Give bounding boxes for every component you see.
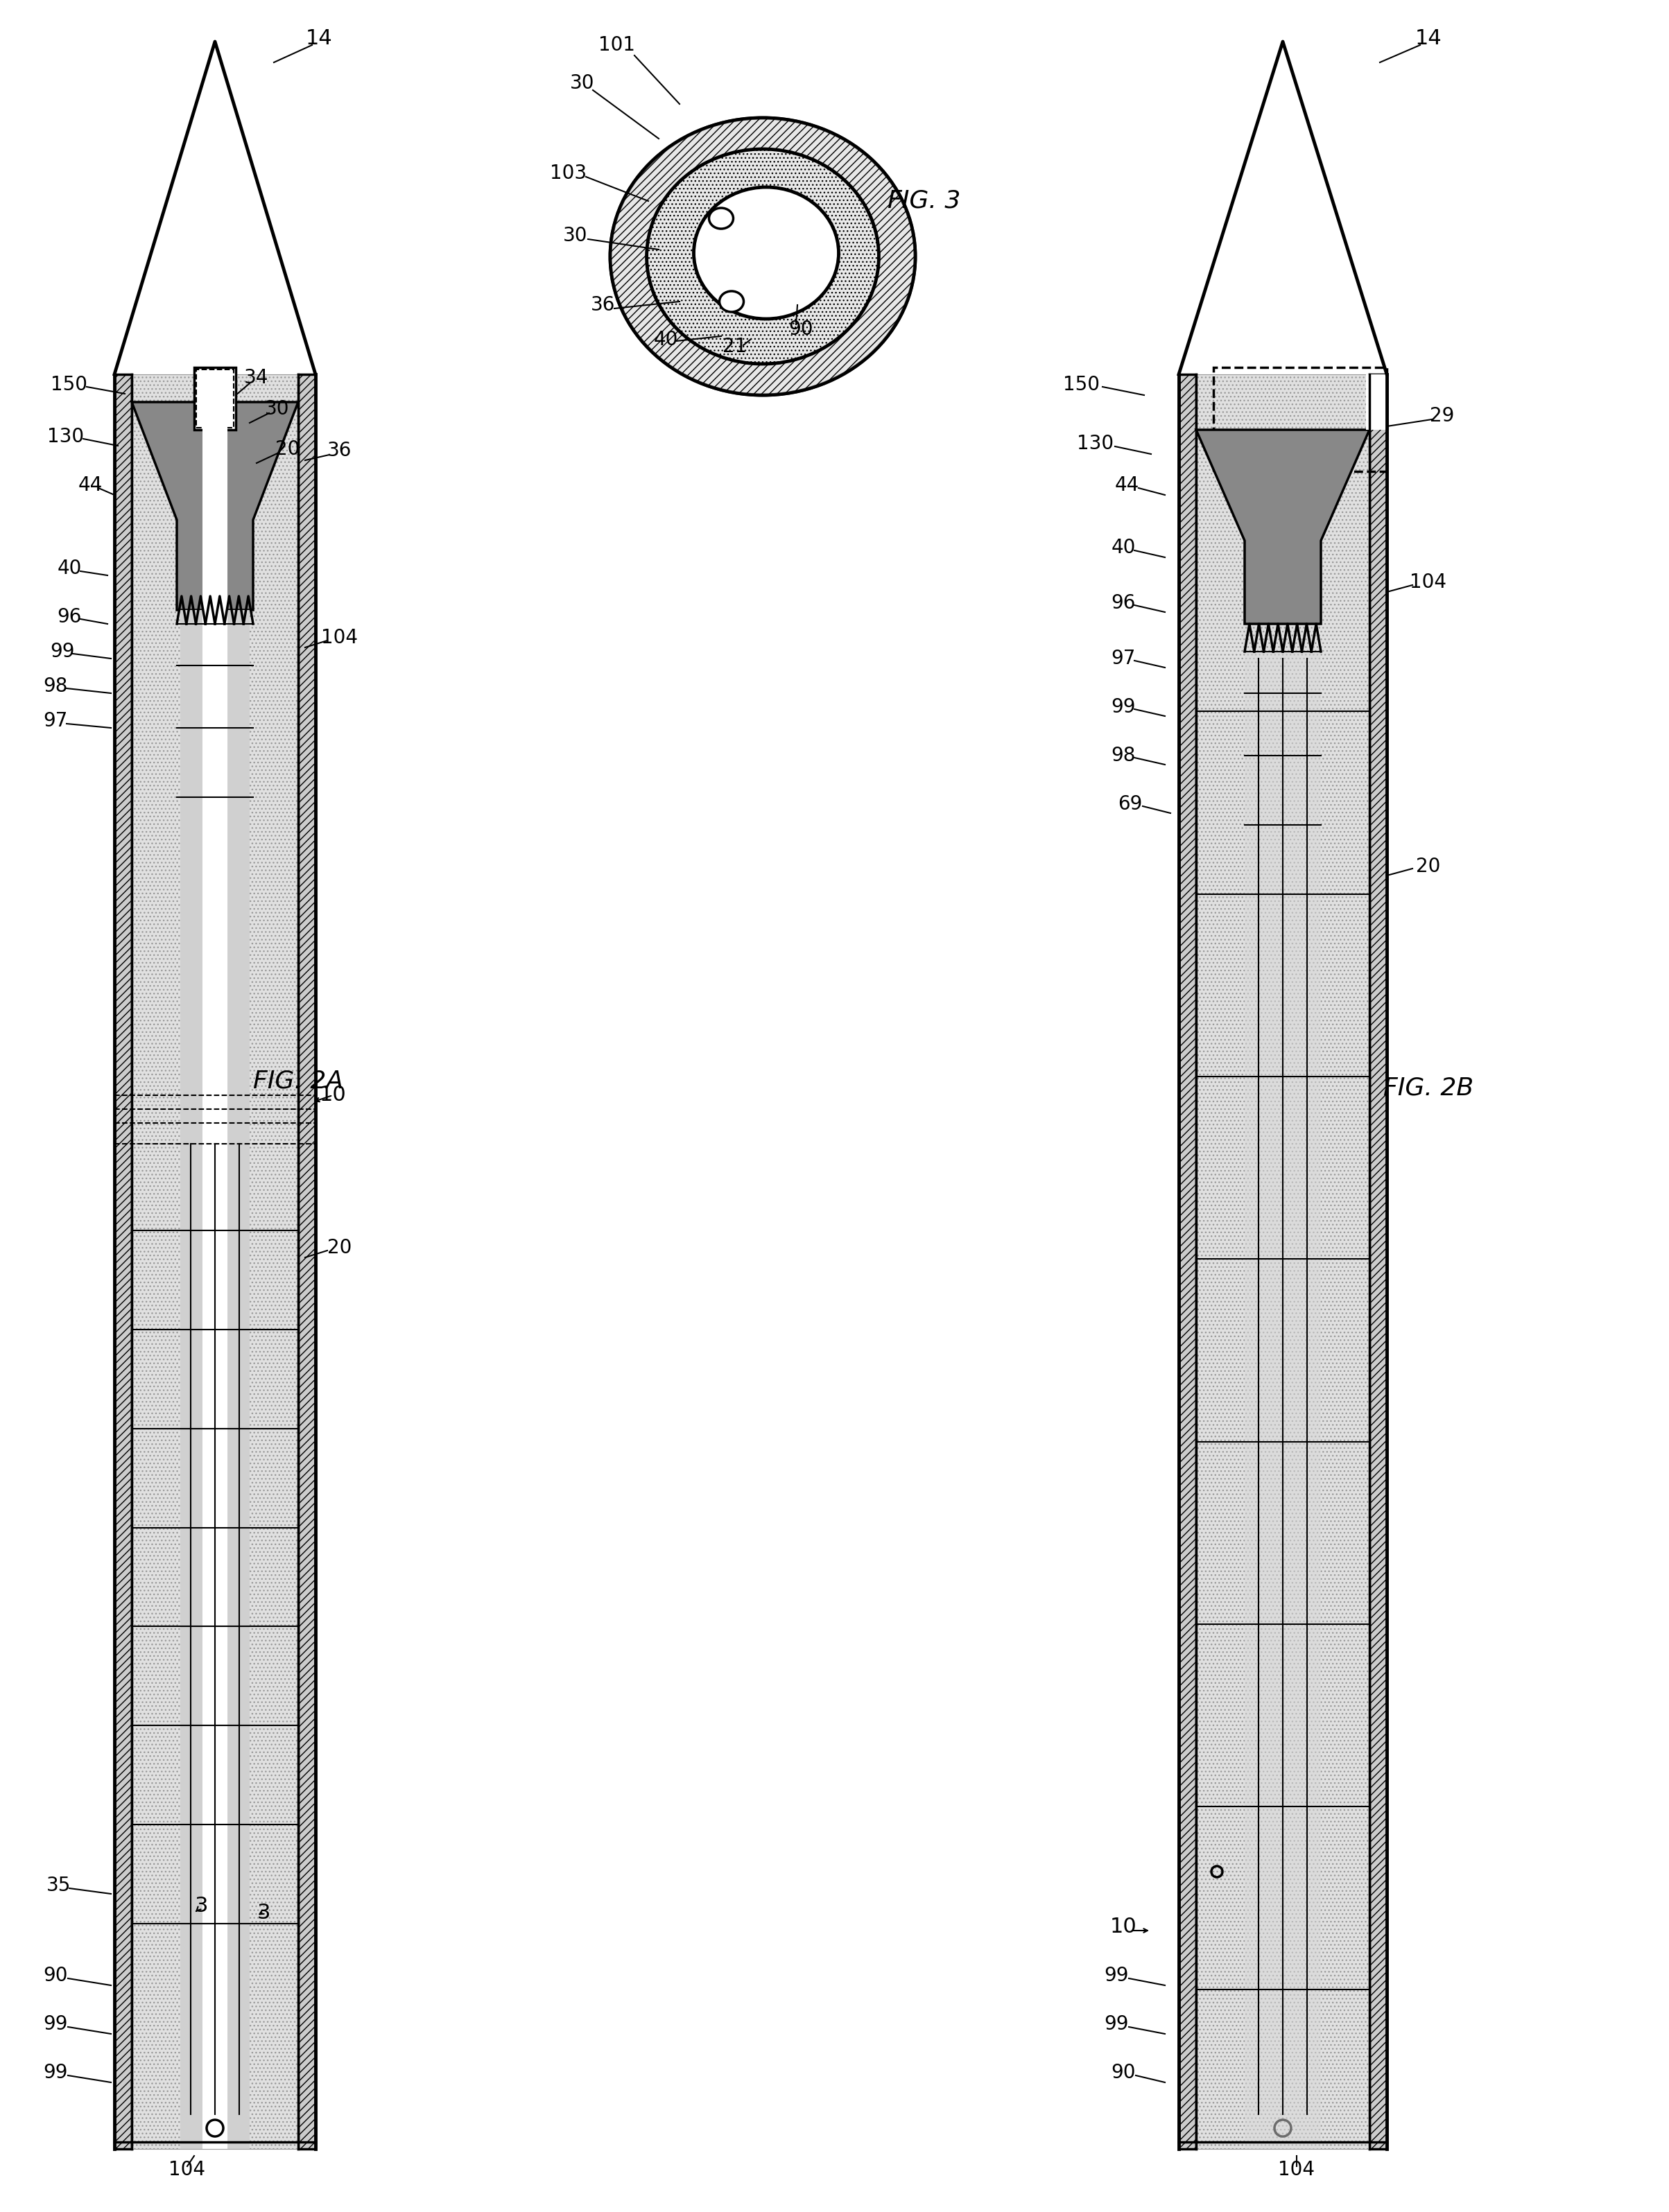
Text: 103: 103 — [551, 164, 587, 184]
Text: 20: 20 — [327, 1239, 352, 1256]
Text: 96: 96 — [1112, 593, 1135, 613]
Bar — [132, 374, 299, 2148]
Bar — [1197, 374, 1370, 2148]
Text: FIG. 3: FIG. 3 — [888, 190, 961, 212]
Bar — [115, 374, 132, 2148]
Bar — [202, 374, 227, 2148]
Text: 40: 40 — [1112, 538, 1135, 557]
Text: 3: 3 — [194, 1896, 209, 1916]
Bar — [1213, 367, 1387, 471]
Ellipse shape — [611, 117, 915, 396]
Text: 44: 44 — [78, 476, 102, 495]
Text: 35: 35 — [47, 1876, 72, 1896]
Text: 99: 99 — [50, 641, 75, 661]
Bar — [1245, 653, 1320, 2148]
Text: 150: 150 — [1063, 376, 1100, 394]
Bar — [115, 374, 132, 2148]
Text: 29: 29 — [1430, 407, 1454, 425]
Text: 150: 150 — [52, 376, 88, 394]
Text: 10: 10 — [1110, 1918, 1137, 1938]
Text: 21: 21 — [723, 336, 748, 356]
Ellipse shape — [646, 148, 880, 365]
Text: 99: 99 — [1105, 1966, 1128, 1986]
Text: 20: 20 — [1415, 856, 1440, 876]
Bar — [1197, 374, 1370, 2148]
Polygon shape — [132, 403, 299, 611]
Bar — [299, 374, 315, 2148]
Bar — [1365, 374, 1387, 429]
Ellipse shape — [719, 292, 744, 312]
Text: 104: 104 — [322, 628, 359, 648]
Bar — [194, 367, 235, 429]
Bar — [1370, 374, 1387, 2148]
Text: 98: 98 — [43, 677, 68, 697]
Bar — [197, 369, 234, 427]
Text: 99: 99 — [1105, 2015, 1128, 2033]
Polygon shape — [1197, 429, 1370, 624]
Text: 34: 34 — [244, 367, 269, 387]
Bar — [132, 374, 299, 2148]
Bar — [1178, 374, 1197, 2148]
Text: 90: 90 — [1112, 2064, 1135, 2081]
Text: 97: 97 — [1112, 648, 1135, 668]
Text: 104: 104 — [1410, 573, 1447, 593]
Text: 69: 69 — [1118, 794, 1143, 814]
Ellipse shape — [694, 188, 838, 319]
Text: 98: 98 — [1112, 745, 1135, 765]
Text: 99: 99 — [43, 2064, 68, 2081]
Text: 30: 30 — [562, 226, 587, 246]
Text: 97: 97 — [43, 712, 68, 730]
Text: 30: 30 — [571, 73, 594, 93]
Text: 101: 101 — [599, 35, 636, 55]
Text: 130: 130 — [47, 427, 85, 447]
Bar — [1370, 374, 1387, 2148]
Ellipse shape — [709, 208, 733, 228]
Text: 130: 130 — [1077, 434, 1113, 453]
Bar — [180, 611, 250, 2148]
Text: 10: 10 — [319, 1086, 345, 1106]
Text: 96: 96 — [57, 608, 82, 626]
Text: 20: 20 — [275, 440, 300, 458]
Text: FIG. 2B: FIG. 2B — [1384, 1077, 1474, 1099]
Text: 99: 99 — [1112, 697, 1135, 717]
Text: 3: 3 — [257, 1902, 270, 1922]
Text: 40: 40 — [57, 560, 82, 577]
Text: 14: 14 — [305, 29, 332, 49]
Text: 14: 14 — [1415, 29, 1442, 49]
Text: 90: 90 — [788, 319, 813, 338]
Text: FIG. 2A: FIG. 2A — [254, 1071, 344, 1093]
Text: 36: 36 — [591, 296, 616, 314]
Bar — [1178, 374, 1197, 2148]
Text: 104: 104 — [169, 2159, 205, 2179]
Bar — [299, 374, 315, 2148]
Text: 30: 30 — [265, 400, 290, 418]
Text: 36: 36 — [327, 440, 352, 460]
Text: 44: 44 — [1115, 476, 1138, 495]
Text: 99: 99 — [43, 2015, 68, 2033]
Text: 40: 40 — [653, 330, 678, 349]
Text: 90: 90 — [43, 1966, 68, 1986]
Text: 104: 104 — [1278, 2159, 1315, 2179]
